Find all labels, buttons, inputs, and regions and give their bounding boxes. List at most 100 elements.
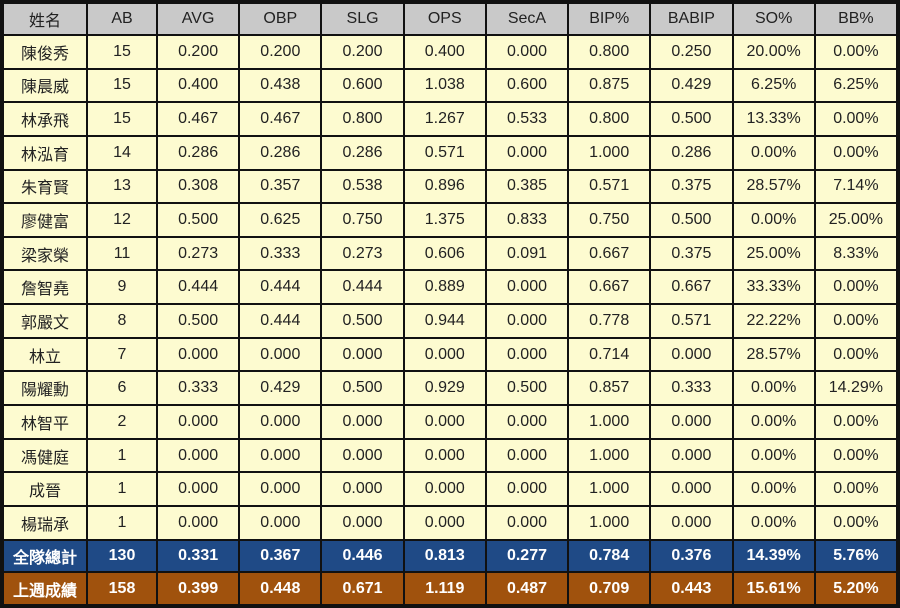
stat-cell-avg: 0.400 [158,69,239,102]
stat-cell-bip-pct: 1.000 [569,506,650,539]
stat-cell-bb-pct: 5.20% [815,573,896,604]
stat-cell-bip-pct: 0.571 [569,170,650,203]
stat-cell-babip: 0.000 [651,506,732,539]
stat-cell-slg: 0.286 [322,136,403,169]
stat-cell-ab: 1 [88,506,156,539]
stat-cell-bb-pct: 0.00% [815,103,896,135]
stat-cell-bip-pct: 0.750 [569,204,650,236]
stat-cell-bip-pct: 1.000 [569,473,650,505]
stat-cell-obp: 0.357 [240,170,321,203]
table-row: 陳俊秀 15 0.200 0.200 0.200 0.400 0.000 0.800 0.250… [4,36,896,68]
stat-cell-avg: 0.000 [158,473,239,505]
stat-cell-so-pct: 0.00% [733,372,814,405]
stat-cell-babip: 0.250 [651,36,732,68]
stat-cell-ab: 7 [88,338,156,371]
table-row: 馮健庭 1 0.000 0.000 0.000 0.000 0.000 1.000 0.000 0… [4,439,896,472]
stat-cell-ab: 158 [88,573,156,604]
player-name-cell: 陳俊秀 [4,36,86,68]
table-row: 陳晨威 15 0.400 0.438 0.600 1.038 0.600 0.875 0.429… [4,69,896,102]
stat-cell-so-pct: 0.00% [733,473,814,505]
stat-cell-avg: 0.500 [158,305,239,337]
player-name-cell: 陽耀勳 [4,372,86,405]
stat-cell-slg: 0.500 [322,305,403,337]
stat-cell-slg: 0.200 [322,36,403,68]
stat-cell-seca: 0.000 [486,136,568,169]
stat-cell-bb-pct: 25.00% [815,204,896,236]
stat-cell-babip: 0.375 [651,237,732,270]
stat-cell-so-pct: 0.00% [733,406,814,438]
stat-cell-ops: 0.606 [404,237,485,270]
player-name-cell: 林泓育 [4,136,86,169]
table-row: 陽耀勳 6 0.333 0.429 0.500 0.929 0.500 0.857 0.333 0… [4,372,896,405]
stat-cell-bip-pct: 1.000 [569,406,650,438]
stat-cell-bb-pct: 5.76% [815,540,896,572]
stat-cell-seca: 0.385 [486,170,568,203]
table-row: 郭嚴文 8 0.500 0.444 0.500 0.944 0.000 0.778 0.571 2… [4,305,896,337]
stat-cell-bip-pct: 0.784 [569,540,650,572]
stat-cell-seca: 0.000 [486,406,568,438]
table-row: 楊瑞承 1 0.000 0.000 0.000 0.000 0.000 1.000 0.000 0… [4,506,896,539]
stat-cell-so-pct: 20.00% [733,36,814,68]
table-row: 林智平 2 0.000 0.000 0.000 0.000 0.000 1.000 0.000 0… [4,406,896,438]
stat-cell-bip-pct: 0.800 [569,36,650,68]
stat-cell-slg: 0.000 [322,506,403,539]
table-body: 陳俊秀 15 0.200 0.200 0.200 0.400 0.000 0.800 0.250… [4,36,896,604]
player-name-cell: 陳晨威 [4,69,86,102]
stat-cell-so-pct: 0.00% [733,136,814,169]
stat-cell-seca: 0.000 [486,338,568,371]
table-row: 成晉 1 0.000 0.000 0.000 0.000 0.000 1.000 0.000 0.… [4,473,896,505]
team-total-row: 全隊總計 130 0.331 0.367 0.446 0.813 0.277 0.784 0.3… [4,540,896,572]
stat-cell-so-pct: 33.33% [733,271,814,304]
stat-cell-babip: 0.376 [651,540,732,572]
stat-cell-bip-pct: 0.778 [569,305,650,337]
table-row: 林立 7 0.000 0.000 0.000 0.000 0.000 0.714 0.000 28… [4,338,896,371]
player-name-cell: 郭嚴文 [4,305,86,337]
stat-cell-so-pct: 14.39% [733,540,814,572]
stat-cell-obp: 0.444 [240,305,321,337]
stat-cell-ab: 14 [88,136,156,169]
stat-cell-bip-pct: 0.667 [569,271,650,304]
stat-cell-babip: 0.443 [651,573,732,604]
stat-cell-bb-pct: 6.25% [815,69,896,102]
player-name-cell: 朱育賢 [4,170,86,203]
table-row: 詹智堯 9 0.444 0.444 0.444 0.889 0.000 0.667 0.667 3… [4,271,896,304]
stat-cell-slg: 0.446 [322,540,403,572]
stat-cell-ops: 0.000 [404,506,485,539]
stat-cell-slg: 0.800 [322,103,403,135]
stat-cell-avg: 0.000 [158,506,239,539]
table-row: 朱育賢 13 0.308 0.357 0.538 0.896 0.385 0.571 0.375… [4,170,896,203]
column-header-obp: OBP [240,4,321,34]
stat-cell-so-pct: 15.61% [733,573,814,604]
column-header-name: 姓名 [4,4,86,34]
stat-cell-bb-pct: 0.00% [815,271,896,304]
stat-cell-bb-pct: 0.00% [815,506,896,539]
table-row: 林泓育 14 0.286 0.286 0.286 0.571 0.000 1.000 0.286… [4,136,896,169]
table-row: 梁家榮 11 0.273 0.333 0.273 0.606 0.091 0.667 0.375… [4,237,896,270]
player-name-cell: 林承飛 [4,103,86,135]
column-header-babip: BABIP [651,4,732,34]
stat-cell-bb-pct: 0.00% [815,473,896,505]
stat-cell-slg: 0.000 [322,473,403,505]
column-header-slg: SLG [322,4,403,34]
stat-cell-ops: 0.400 [404,36,485,68]
stat-cell-obp: 0.467 [240,103,321,135]
stat-cell-obp: 0.333 [240,237,321,270]
column-header-seca: SecA [486,4,568,34]
stat-cell-slg: 0.000 [322,406,403,438]
stat-cell-babip: 0.500 [651,103,732,135]
stat-cell-ab: 6 [88,372,156,405]
column-header-ab: AB [88,4,156,34]
stat-cell-bip-pct: 0.709 [569,573,650,604]
stat-cell-avg: 0.000 [158,338,239,371]
stat-cell-avg: 0.200 [158,36,239,68]
stat-cell-slg: 0.000 [322,338,403,371]
column-header-ops: OPS [404,4,485,34]
column-header-bb-pct: BB% [815,4,896,34]
stat-cell-bip-pct: 1.000 [569,439,650,472]
player-name-cell: 廖健富 [4,204,86,236]
stat-cell-ab: 1 [88,439,156,472]
stat-cell-ops: 1.038 [404,69,485,102]
stat-cell-avg: 0.500 [158,204,239,236]
stat-cell-seca: 0.500 [486,372,568,405]
